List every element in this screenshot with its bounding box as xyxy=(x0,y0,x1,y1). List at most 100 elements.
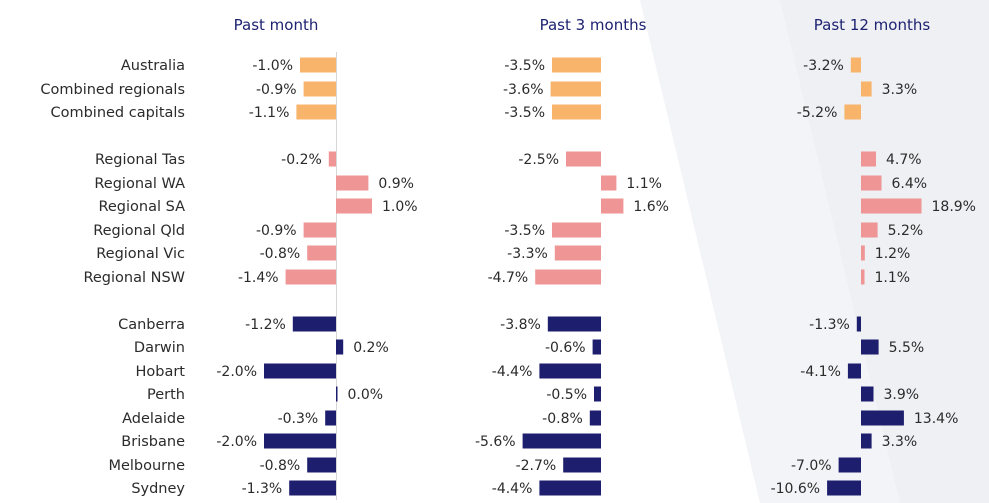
row-label: Perth xyxy=(147,387,185,403)
value-label: -4.4% xyxy=(492,364,533,380)
bar xyxy=(861,245,865,261)
value-label: -1.0% xyxy=(252,58,293,74)
row-label: Sydney xyxy=(131,481,185,497)
value-label: -2.5% xyxy=(518,152,559,168)
value-label: -0.9% xyxy=(256,223,297,239)
value-label: -3.6% xyxy=(503,82,544,98)
bar xyxy=(328,151,336,167)
bar xyxy=(522,433,601,449)
bar xyxy=(292,316,336,332)
bar xyxy=(550,81,601,97)
row-label: Regional SA xyxy=(98,199,185,215)
row-label: Regional Qld xyxy=(93,223,185,239)
row-label: Regional WA xyxy=(94,176,185,192)
value-label: -0.6% xyxy=(545,340,586,356)
value-label: 5.2% xyxy=(888,223,924,239)
value-label: -5.6% xyxy=(475,434,516,450)
value-label: 5.5% xyxy=(889,340,925,356)
bar xyxy=(594,386,601,402)
bar xyxy=(296,104,336,120)
value-label: -4.1% xyxy=(800,364,841,380)
value-label: -2.0% xyxy=(216,364,257,380)
row-label: Adelaide xyxy=(122,411,185,427)
value-label: -3.5% xyxy=(504,58,545,74)
bar xyxy=(307,245,336,261)
bar xyxy=(861,433,872,449)
value-label: -3.8% xyxy=(500,317,541,333)
row-label: Australia xyxy=(121,58,185,74)
value-label: -3.3% xyxy=(507,246,548,262)
bar xyxy=(563,457,601,473)
bar xyxy=(601,198,624,214)
bar xyxy=(554,245,601,261)
bar xyxy=(300,57,336,73)
bar xyxy=(264,433,336,449)
bar xyxy=(285,269,336,285)
value-label: 3.3% xyxy=(882,82,918,98)
value-label: -5.2% xyxy=(797,105,838,121)
bar xyxy=(325,410,336,426)
value-label: -4.4% xyxy=(492,481,533,497)
bar xyxy=(856,316,861,332)
value-label: 1.0% xyxy=(382,199,418,215)
bar xyxy=(861,410,904,426)
bar xyxy=(827,480,861,496)
bar xyxy=(336,175,369,191)
bar xyxy=(336,386,338,402)
row-label: Regional Tas xyxy=(95,152,185,168)
bar xyxy=(535,269,601,285)
bar xyxy=(850,57,861,73)
value-label: -7.0% xyxy=(791,458,832,474)
value-label: 3.9% xyxy=(884,387,920,403)
value-label: -0.2% xyxy=(281,152,322,168)
value-label: 1.6% xyxy=(633,199,669,215)
value-label: -2.7% xyxy=(516,458,557,474)
value-label: 18.9% xyxy=(932,199,976,215)
bar xyxy=(861,386,874,402)
bar xyxy=(303,81,336,97)
bar xyxy=(861,151,876,167)
panel-title: Past month xyxy=(234,16,319,34)
value-label: -0.3% xyxy=(278,411,319,427)
value-label: 1.1% xyxy=(626,176,662,192)
value-label: 6.4% xyxy=(892,176,928,192)
bar xyxy=(838,457,861,473)
bar xyxy=(566,151,601,167)
bar xyxy=(547,316,601,332)
bar xyxy=(336,198,372,214)
panel-title: Past 12 months xyxy=(814,16,931,34)
value-label: -0.8% xyxy=(260,246,301,262)
bar xyxy=(303,222,336,238)
row-label: Melbourne xyxy=(108,458,185,474)
value-label: -1.3% xyxy=(809,317,850,333)
bar xyxy=(844,104,861,120)
value-label: 0.0% xyxy=(348,387,384,403)
value-label: -0.8% xyxy=(542,411,583,427)
row-label: Regional NSW xyxy=(83,270,185,286)
bar xyxy=(589,410,601,426)
value-label: -4.7% xyxy=(488,270,529,286)
value-label: -0.5% xyxy=(546,387,587,403)
bar xyxy=(861,81,872,97)
bar xyxy=(861,198,922,214)
value-label: 13.4% xyxy=(914,411,958,427)
value-label: 4.7% xyxy=(886,152,922,168)
row-label: Hobart xyxy=(135,364,185,380)
bar xyxy=(539,480,601,496)
value-label: -10.6% xyxy=(771,481,821,497)
value-label: -1.2% xyxy=(245,317,286,333)
bar xyxy=(289,480,336,496)
value-label: 3.3% xyxy=(882,434,918,450)
value-label: -2.0% xyxy=(216,434,257,450)
row-label: Darwin xyxy=(134,340,185,356)
bar xyxy=(307,457,336,473)
row-label: Combined regionals xyxy=(40,82,185,98)
bar xyxy=(592,339,601,355)
bar xyxy=(601,175,617,191)
value-label: -3.5% xyxy=(504,223,545,239)
row-label: Regional Vic xyxy=(96,246,185,262)
panel-title: Past 3 months xyxy=(540,16,647,34)
value-label: -1.4% xyxy=(238,270,279,286)
value-label: -3.2% xyxy=(803,58,844,74)
